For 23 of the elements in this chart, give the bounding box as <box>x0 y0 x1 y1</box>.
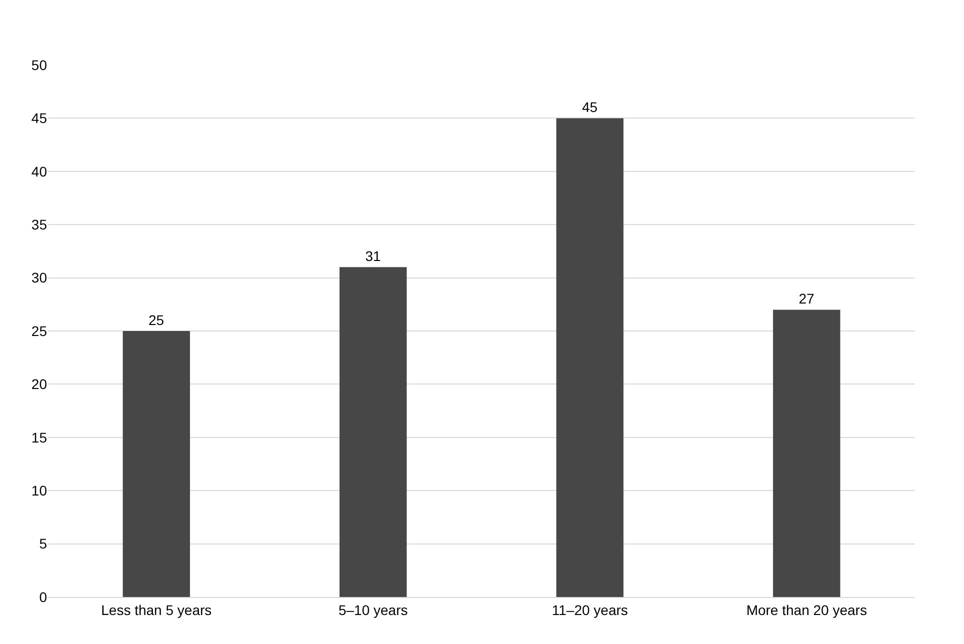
y-tick-label: 0 <box>39 588 48 605</box>
bar <box>122 331 190 597</box>
data-label: 27 <box>798 290 815 307</box>
y-tick-label: 30 <box>31 270 48 286</box>
y-tick-label: 35 <box>31 216 48 232</box>
y-tick-label: 15 <box>31 429 48 446</box>
x-tick-label: 5–10 years <box>338 602 408 618</box>
y-tick-label: 45 <box>31 110 48 126</box>
bar <box>556 118 624 597</box>
y-tick-label: 10 <box>31 482 48 498</box>
y-tick-label: 20 <box>31 376 48 392</box>
x-tick-label: More than 20 years <box>746 602 867 618</box>
data-label: 31 <box>365 248 382 264</box>
bar <box>773 310 840 597</box>
data-label: 25 <box>148 312 164 328</box>
y-tick-label: 40 <box>31 163 48 180</box>
bar <box>340 267 407 597</box>
data-label: 45 <box>582 99 598 116</box>
y-tick-label: 5 <box>39 536 48 552</box>
x-tick-label: Less than 5 years <box>101 602 212 618</box>
y-tick-label: 25 <box>31 322 48 339</box>
x-tick-label: 11–20 years <box>552 602 628 618</box>
y-tick-label: 50 <box>31 56 48 73</box>
